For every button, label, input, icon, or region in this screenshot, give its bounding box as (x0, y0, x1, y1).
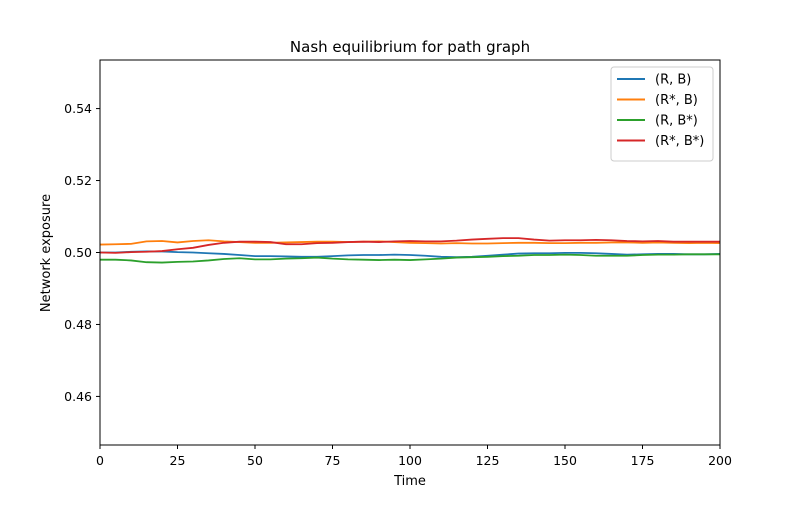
x-tick-label: 0 (96, 453, 104, 468)
y-tick-label: 0.48 (64, 317, 92, 332)
legend-label: (R*, B*) (655, 134, 704, 149)
x-tick-label: 125 (476, 453, 500, 468)
series-line-1 (100, 250, 721, 259)
series-line-4 (99, 237, 720, 254)
x-tick-label: 150 (553, 453, 577, 468)
chart-title: Nash equilibrium for path graph (290, 38, 530, 56)
y-axis-label: Network exposure (39, 194, 54, 312)
legend-label: (R, B*) (655, 114, 698, 129)
x-tick-label: 50 (247, 453, 263, 468)
series-line-2 (99, 239, 721, 246)
y-tick-label: 0.50 (64, 245, 92, 260)
x-tick-label: 100 (398, 453, 422, 468)
x-tick-label: 75 (325, 453, 341, 468)
y-tick-label: 0.54 (64, 101, 92, 116)
legend-box (610, 66, 714, 162)
y-tick-label: 0.52 (64, 173, 92, 188)
x-tick-label: 175 (631, 453, 655, 468)
x-axis-label: Time (393, 474, 426, 489)
x-tick-label: 25 (170, 453, 186, 468)
series-line-3 (100, 253, 720, 264)
plot-area: 0 25 50 75 100 125 150 175 200 0.46 0.48 0.50 0.52 0.… (64, 59, 732, 468)
y-tick-label: 0.46 (64, 389, 92, 404)
legend-label: (R, B) (655, 73, 691, 88)
legend-label: (R*, B) (655, 93, 698, 108)
x-tick-label: 200 (708, 453, 732, 468)
